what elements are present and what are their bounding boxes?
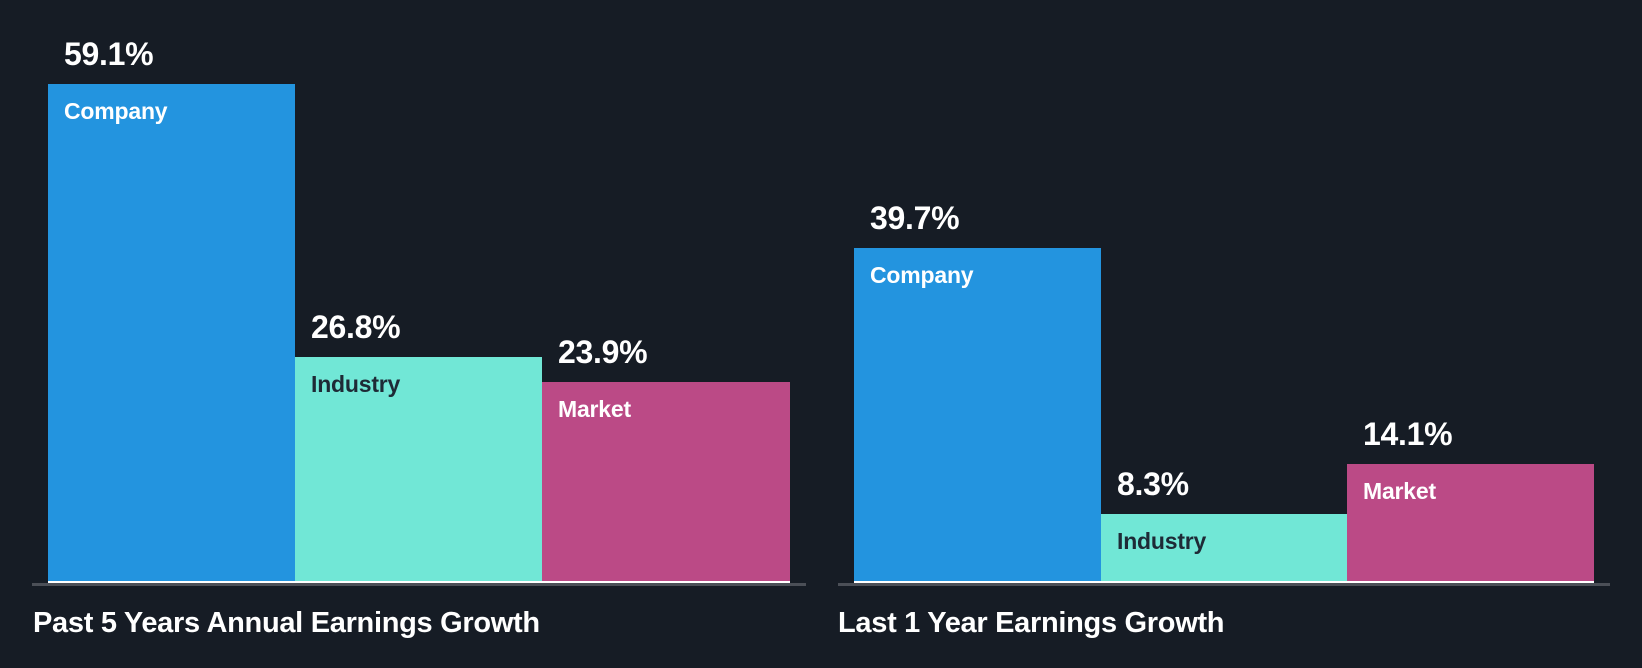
value-label-company: 39.7% xyxy=(870,200,960,236)
value-label-market: 23.9% xyxy=(558,334,648,370)
bar-company[interactable]: Company xyxy=(48,84,295,584)
bar-market[interactable]: Market xyxy=(1347,464,1594,584)
chart-title: Last 1 Year Earnings Growth xyxy=(838,607,1225,639)
bar-label-industry: Industry xyxy=(1117,528,1207,554)
x-axis-line xyxy=(838,583,1610,586)
value-label-industry: 8.3% xyxy=(1117,466,1189,502)
value-label-industry: 26.8% xyxy=(311,309,401,345)
bar-market[interactable]: Market xyxy=(542,382,790,584)
bar-label-market: Market xyxy=(1363,478,1436,504)
value-label-market: 14.1% xyxy=(1363,416,1453,452)
bar-label-market: Market xyxy=(558,396,631,422)
bar-label-company: Company xyxy=(870,262,974,288)
chart-title: Past 5 Years Annual Earnings Growth xyxy=(33,607,540,639)
bar-industry[interactable]: Industry xyxy=(1101,514,1347,584)
x-axis-line xyxy=(32,583,806,586)
chart-past-5-years: 59.1% Company 26.8% Industry 23.9% Marke… xyxy=(0,0,820,668)
value-label-company: 59.1% xyxy=(64,36,154,72)
bar-industry[interactable]: Industry xyxy=(295,357,542,584)
bar-label-industry: Industry xyxy=(311,371,401,397)
bar-label-company: Company xyxy=(64,98,168,124)
bar-company[interactable]: Company xyxy=(854,248,1101,584)
